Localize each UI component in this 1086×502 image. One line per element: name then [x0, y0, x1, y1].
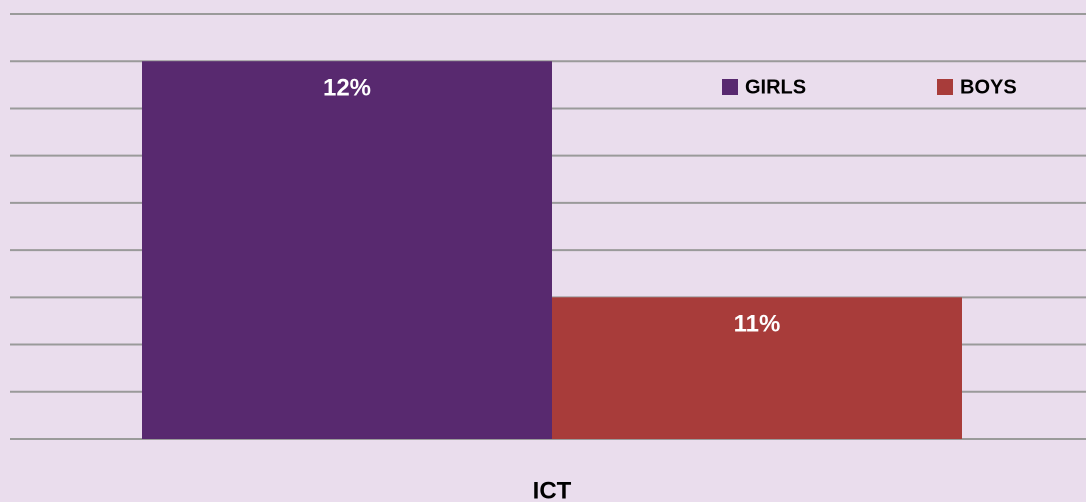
data-label: 12% [323, 75, 371, 102]
bar [142, 61, 552, 439]
data-label: 11% [734, 311, 781, 338]
legend-label: GIRLS [745, 76, 806, 98]
legend-swatch [722, 79, 738, 95]
legend-swatch [937, 79, 953, 95]
bar [552, 297, 962, 439]
legend-label: BOYS [960, 76, 1017, 98]
x-tick-label: ICT [533, 477, 572, 502]
